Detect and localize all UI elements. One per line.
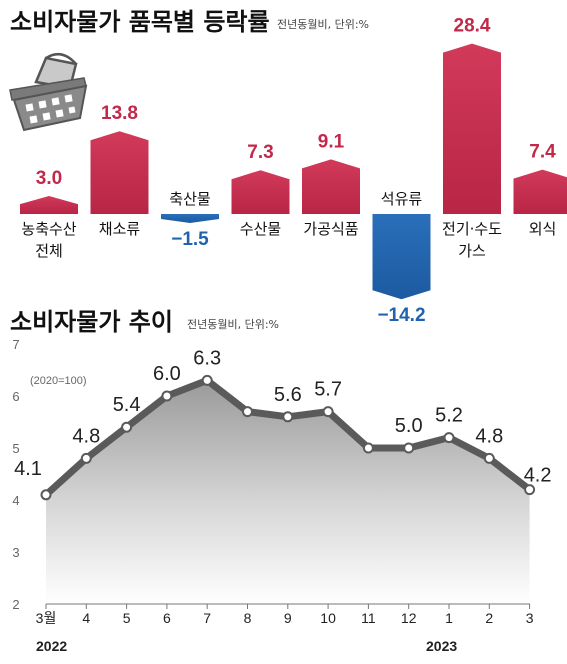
trend-points	[40, 374, 536, 501]
x-label-1: 4	[82, 610, 90, 626]
top-panel-title: 소비자물가 품목별 등락률	[10, 8, 270, 36]
trend-point-labels: 4.1 4.8 5.4 6.0 6.3 5.6 5.7 5.0 5.2 4.8 4.2	[14, 347, 551, 486]
x-label-11: 2	[485, 610, 493, 626]
bar-category-label-5: 석유류	[381, 190, 423, 208]
x-label-3: 6	[163, 610, 171, 626]
point-label-10: 5.2	[435, 405, 463, 427]
x-label-4: 7	[203, 610, 211, 626]
point-4	[201, 374, 213, 386]
bar-category-label-4: 가공식품	[303, 220, 358, 238]
point-8	[362, 442, 374, 454]
point-label-9: 5.0	[395, 415, 423, 437]
point-5	[242, 406, 253, 418]
bar-value-label-0: 3.0	[36, 168, 62, 189]
point-9	[403, 442, 415, 454]
point-12	[524, 484, 536, 496]
y-tick-5: 5	[12, 441, 19, 456]
bar-value-label-6: 28.4	[454, 16, 491, 37]
bar-1	[90, 131, 149, 214]
bar-value-label-7: 7.4	[529, 142, 556, 163]
bar-category-label-6: 전기·수도 가스	[442, 220, 502, 260]
bar-category-label-3: 수산물	[240, 220, 281, 238]
bar-category-label-0: 농축수산 전체	[21, 220, 76, 260]
bar-value-label-3: 7.3	[247, 142, 273, 163]
top-panel-unit-note: 전년동월비, 단위:%	[277, 18, 369, 31]
x-label-8: 11	[361, 610, 376, 626]
point-0	[40, 489, 52, 501]
bar-category-label-2: 축산물	[169, 190, 210, 208]
point-label-11: 4.8	[475, 425, 503, 447]
area-fill	[46, 380, 530, 604]
point-2	[121, 421, 133, 433]
x-label-7: 10	[320, 610, 336, 626]
point-label-6: 5.6	[274, 384, 302, 406]
bar-4	[302, 159, 360, 214]
bar-value-label-4: 9.1	[318, 131, 345, 152]
point-label-3: 6.0	[153, 363, 181, 385]
point-label-7: 5.7	[314, 379, 342, 401]
point-7	[322, 406, 334, 418]
x-label-9: 12	[401, 610, 417, 626]
year-label-2023: 2023	[426, 638, 457, 654]
x-label-2: 5	[123, 610, 131, 626]
x-axis-ticks	[45, 604, 531, 609]
bar-2	[161, 214, 219, 223]
bar-5	[372, 214, 431, 300]
y-tick-7: 7	[12, 337, 19, 352]
point-label-12: 4.2	[524, 465, 552, 487]
x-label-6: 9	[284, 610, 292, 626]
bar-value-labels: 3.0 13.8 −1.5 7.3 9.1 −14.2 28.4 7.4	[36, 16, 556, 327]
point-label-0: 4.1	[14, 458, 42, 480]
y-tick-2: 2	[12, 597, 19, 612]
point-label-2: 5.4	[113, 394, 141, 416]
point-1	[80, 452, 92, 464]
bar-series	[20, 43, 567, 300]
x-label-10: 1	[445, 610, 453, 626]
x-label-0: 3월	[36, 610, 57, 626]
bar-category-label-1: 채소류	[99, 220, 141, 238]
y-axis-ticks: 2 3 4 5 6 7	[12, 337, 19, 612]
point-3	[161, 390, 173, 402]
bar-0	[20, 196, 78, 214]
point-label-4: 6.3	[193, 347, 221, 369]
point-6	[282, 411, 294, 423]
y-tick-3: 3	[12, 545, 19, 560]
y-tick-6: 6	[12, 389, 19, 404]
x-label-12: 3	[526, 610, 534, 626]
base-year-note: (2020=100)	[30, 375, 87, 387]
bar-7	[513, 169, 567, 214]
point-11	[483, 452, 495, 464]
y-tick-4: 4	[12, 493, 19, 508]
shopping-basket-icon	[9, 52, 88, 132]
bottom-panel-unit-note: 전년동월비, 단위:%	[187, 318, 279, 331]
year-label-2022: 2022	[36, 638, 67, 654]
point-10	[443, 432, 455, 444]
point-label-1: 4.8	[72, 425, 100, 447]
x-axis-labels: 3월 4 5 6 7 8 9 10 11 12 1 2 3	[36, 610, 534, 626]
bar-3	[231, 170, 290, 214]
bar-category-label-7: 외식	[529, 220, 557, 238]
bar-value-label-1: 13.8	[101, 103, 138, 124]
x-label-5: 8	[244, 610, 252, 626]
bar-6	[443, 43, 501, 214]
bar-value-label-2: −1.5	[171, 229, 209, 250]
bar-value-label-5: −14.2	[377, 305, 425, 326]
bottom-panel-title: 소비자물가 추이	[10, 308, 173, 336]
